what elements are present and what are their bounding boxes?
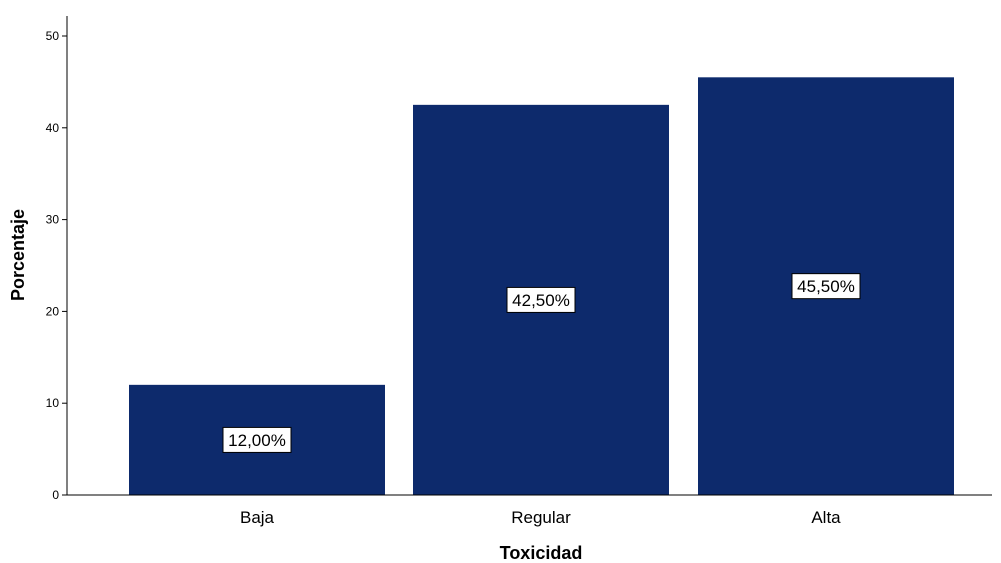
y-axis-title: Porcentaje — [8, 209, 28, 301]
x-tick-label: Baja — [240, 508, 275, 527]
x-tick-label: Regular — [511, 508, 571, 527]
data-label-text: 12,00% — [228, 431, 286, 450]
y-tick-label: 10 — [46, 396, 60, 410]
y-tick-label: 20 — [46, 304, 60, 318]
y-tick-label: 30 — [46, 213, 60, 227]
data-labels: 12,00% 42,50% 45,50% — [222, 273, 861, 453]
x-tick-label: Alta — [811, 508, 841, 527]
data-label-text: 45,50% — [797, 277, 855, 296]
data-label: 12,00% — [222, 426, 292, 453]
y-tick-label: 0 — [52, 488, 59, 502]
x-axis-labels: Baja Regular Alta — [240, 508, 841, 527]
data-label-box — [791, 273, 861, 300]
y-tick-label: 50 — [46, 29, 60, 43]
data-label: 42,50% — [506, 286, 576, 313]
y-axis-ticks: 0 10 20 30 40 50 — [46, 29, 67, 502]
data-label: 45,50% — [791, 273, 861, 300]
data-label-box — [222, 426, 292, 453]
data-label-text: 42,50% — [512, 291, 570, 310]
y-tick-label: 40 — [46, 121, 60, 135]
x-axis-title: Toxicidad — [500, 543, 583, 563]
data-label-box — [506, 286, 576, 313]
